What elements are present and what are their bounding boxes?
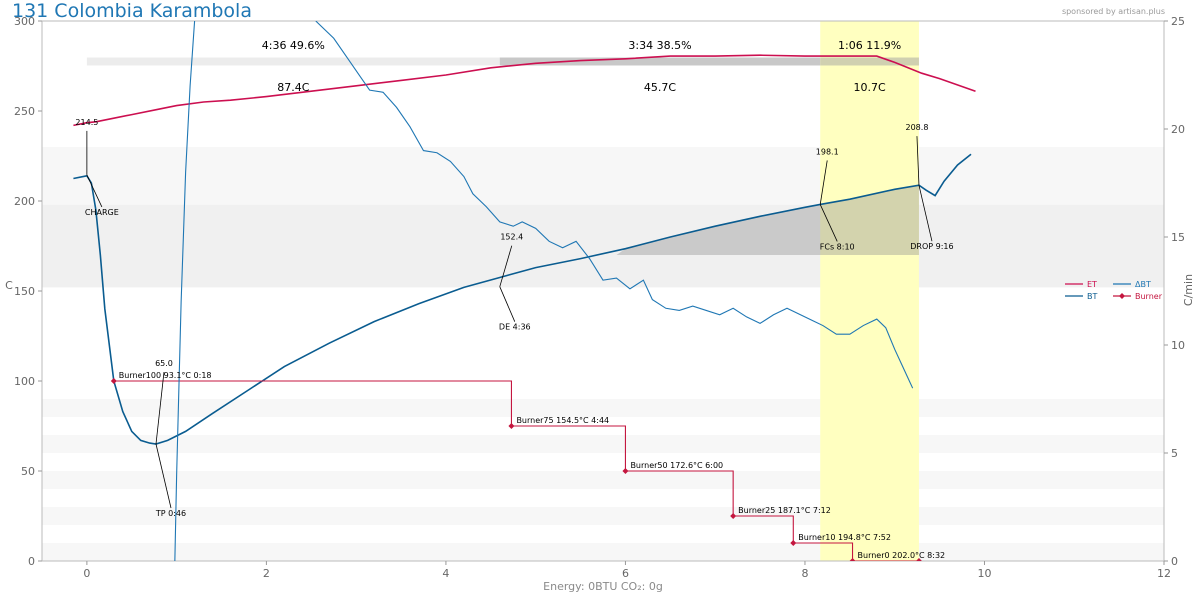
phase-bar xyxy=(86,57,919,66)
y-tick-label: 0 xyxy=(28,555,35,568)
y-tick-label: 250 xyxy=(14,105,35,118)
x-tick-label: 2 xyxy=(263,567,270,580)
phase-labels: 4:36 49.6% 87.4C 3:34 38.5% 45.7C 1:06 11.9%… xyxy=(262,39,901,94)
background-band xyxy=(42,204,1164,288)
chart-title: 131 Colombia Karambola xyxy=(12,0,252,22)
phase-time: 3:34 38.5% xyxy=(628,39,691,52)
y-tick-label: 200 xyxy=(14,195,35,208)
event-annotations: 214.5 CHARGE 65.0 TP 0:46 152.4 DE 4:36 198.1 F… xyxy=(75,118,953,560)
y2-axis-label: C/min xyxy=(1182,274,1195,306)
burner-point xyxy=(622,468,629,474)
annotation-event: DE 4:36 xyxy=(499,323,531,332)
x-tick-label: 4 xyxy=(442,567,449,580)
series-lines xyxy=(73,21,976,561)
phase-time: 1:06 11.9% xyxy=(838,39,901,52)
y-tick-label: 150 xyxy=(14,285,35,298)
x-tick-label: 10 xyxy=(977,567,991,580)
x-tick-label: 6 xyxy=(622,567,629,580)
y2-tick-label: 5 xyxy=(1171,447,1178,460)
series-line-burner xyxy=(113,380,919,561)
annotation-value: 152.4 xyxy=(500,233,523,242)
y-tick-label: 100 xyxy=(14,375,35,388)
phase-delta: 10.7C xyxy=(853,81,885,94)
background-band xyxy=(42,435,1164,453)
burner-point xyxy=(790,540,797,546)
series-line-bt xyxy=(73,153,972,445)
background-band xyxy=(42,507,1164,525)
burner-point xyxy=(915,558,922,561)
annotation-leader xyxy=(86,174,103,208)
annotation-leader xyxy=(819,204,838,242)
y2-tick-label: 15 xyxy=(1171,231,1185,244)
burner-annotation: Burner10 194.8°C 7:52 xyxy=(798,533,891,542)
development-area xyxy=(616,185,919,255)
annotation-leader xyxy=(916,136,920,186)
y-axis-label: C xyxy=(5,279,13,292)
legend-label: BT xyxy=(1087,292,1097,301)
phase-bar-segment xyxy=(86,57,500,66)
burner-point xyxy=(508,423,515,429)
annotation-value: 198.1 xyxy=(816,147,839,156)
burner-annotation: Burner25 187.1°C 7:12 xyxy=(738,506,831,515)
series-line-delta-bt xyxy=(315,21,914,389)
annotation-value: 214.5 xyxy=(75,118,98,127)
annotation-event: FCs 8:10 xyxy=(820,242,855,251)
series-line-delta-et xyxy=(174,21,196,561)
annotation-leader xyxy=(155,371,165,445)
y2-tick-label: 10 xyxy=(1171,339,1185,352)
background-band xyxy=(42,543,1164,561)
legend: ET ΔBT BT Burner xyxy=(1065,280,1163,301)
y-tick-label: 50 xyxy=(21,465,35,478)
background-band xyxy=(42,471,1164,489)
first-crack-band xyxy=(820,21,919,561)
burner-point xyxy=(110,378,117,384)
phase-bar-segment xyxy=(820,57,919,66)
y2-tick-label: 25 xyxy=(1171,15,1185,28)
annotation-leader xyxy=(918,185,933,242)
x-tick-label: 8 xyxy=(801,567,808,580)
burner-point xyxy=(730,513,737,519)
phase-delta: 45.7C xyxy=(644,81,676,94)
annotation-leader xyxy=(155,443,172,509)
fc-highlight-band xyxy=(820,21,919,561)
burner-annotation: Burner75 154.5°C 4:44 xyxy=(516,416,609,425)
phase-delta: 87.4C xyxy=(277,81,309,94)
annotation-event: DROP 9:16 xyxy=(910,242,953,251)
y2-tick-label: 0 xyxy=(1171,555,1178,568)
burner-annotation: Burner50 172.6°C 6:00 xyxy=(630,461,723,470)
legend-marker xyxy=(1119,293,1125,299)
background-band xyxy=(42,147,1164,205)
background-bands xyxy=(42,147,1164,561)
annotation-value: 65.0 xyxy=(155,359,173,368)
annotation-event: TP 0:46 xyxy=(155,509,186,518)
development-shading xyxy=(616,185,919,255)
y2-tick-label: 20 xyxy=(1171,123,1185,136)
y-tick-label: 300 xyxy=(14,15,35,28)
legend-label: ET xyxy=(1087,280,1097,289)
phase-time: 4:36 49.6% xyxy=(262,39,325,52)
sponsor-text: sponsored by artisan.plus xyxy=(1062,7,1165,16)
annotation-leader xyxy=(499,286,516,322)
x-tick-label: 0 xyxy=(83,567,90,580)
annotation-leader xyxy=(499,245,513,287)
burner-annotation: Burner100 93.1°C 0:18 xyxy=(119,371,212,380)
burner-annotation: Burner0 202.0°C 8:32 xyxy=(858,551,946,560)
annotation-value: 208.8 xyxy=(906,123,929,132)
phase-bar-segment xyxy=(499,57,821,66)
annotation-leader xyxy=(819,160,828,205)
series-line-et xyxy=(73,54,976,127)
legend-label: Burner xyxy=(1135,292,1163,301)
legend-label: ΔBT xyxy=(1135,280,1151,289)
annotation-event: CHARGE xyxy=(85,208,119,217)
burner-point xyxy=(849,558,856,561)
x-tick-label: 12 xyxy=(1157,567,1171,580)
energy-footer: Energy: 0BTU CO₂: 0g xyxy=(543,580,663,593)
